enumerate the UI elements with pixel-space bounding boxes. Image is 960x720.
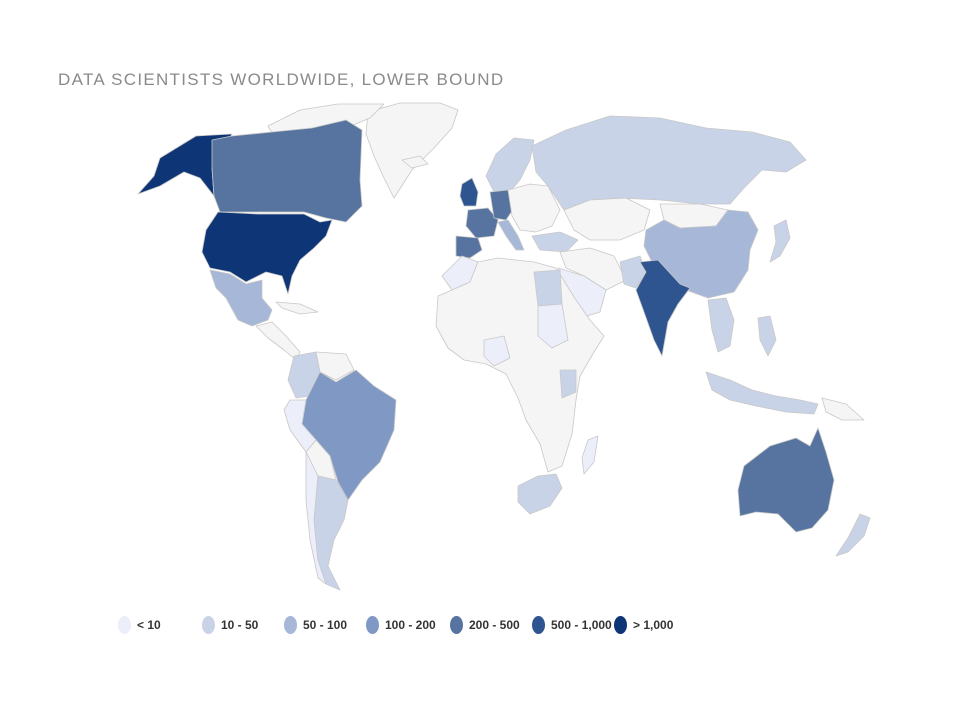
region-spain [455,235,483,259]
region-philippines [757,315,777,357]
region-russia [531,115,807,211]
region-papua-new-guinea [821,397,865,421]
region-mexico [209,269,273,327]
region-france [465,207,499,239]
region-south-africa [517,473,563,515]
region-nigeria [483,335,511,367]
legend-label: 200 - 500 [469,618,520,632]
legend-swatch [284,616,297,634]
region-madagascar [581,435,599,475]
legend-swatch [450,616,463,634]
legend: < 10 10 - 50 50 - 100 100 - 200 200 - 500 500… [118,612,698,638]
legend-item: 200 - 500 [450,612,520,638]
region-sudan [537,303,569,349]
legend-label: 100 - 200 [385,618,436,632]
region-vietnam [707,297,735,353]
legend-item: 50 - 100 [284,612,347,638]
region-alaska [137,133,233,197]
region-indonesia [705,371,819,415]
region-japan [769,219,791,263]
region-argentina [313,475,349,591]
region-india [635,259,691,357]
region-kenya [559,369,577,399]
region-greenland [365,102,459,199]
region-canada [211,119,363,223]
map-title: DATA SCIENTISTS WORLDWIDE, LOWER BOUND [58,70,505,89]
region-central-asia [563,197,651,241]
legend-swatch [532,616,545,634]
legend-item: 100 - 200 [366,612,436,638]
legend-item: 500 - 1,000 [532,612,612,638]
legend-swatch [118,616,131,634]
region-venezuela [315,351,355,381]
legend-label: 10 - 50 [221,618,259,632]
region-egypt [533,269,563,307]
region-middle-east [559,247,627,291]
region-united-states [201,211,333,295]
legend-swatch [366,616,379,634]
region-australia [737,427,835,533]
region-cuba [275,301,319,315]
region-turkey [531,231,579,253]
legend-item: 10 - 50 [202,612,258,638]
legend-label: 50 - 100 [303,618,348,632]
legend-swatch [614,616,627,634]
region-germany [489,189,515,221]
region-new-zealand [835,513,871,557]
region-italy [497,219,525,251]
legend-item: < 10 [118,612,161,638]
region-central-america [255,321,301,361]
region-iceland [401,155,429,169]
region-united-kingdom [459,177,479,207]
legend-label: < 10 [137,618,161,632]
legend-label: 500 - 1,000 [551,618,612,632]
legend-label: > 1,000 [633,618,674,632]
legend-item: > 1,000 [614,612,673,638]
region-eastern-europe [507,183,561,233]
legend-swatch [202,616,215,634]
region-pakistan [619,255,647,289]
